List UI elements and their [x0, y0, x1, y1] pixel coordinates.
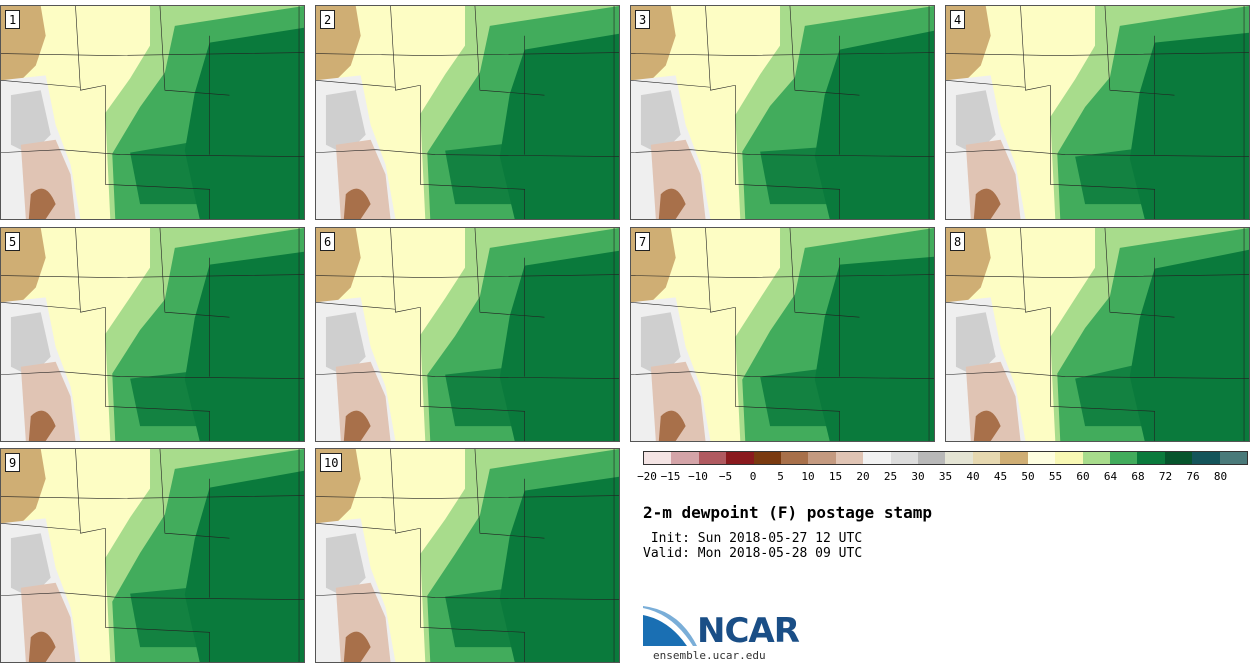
dewpoint-map [1, 6, 304, 219]
colorbar-tick-label: 50 [1021, 470, 1035, 483]
valid-time: Valid: Mon 2018-05-28 09 UTC [643, 546, 863, 561]
colorbar-swatch [1137, 452, 1165, 464]
map-panel-5: 5 [0, 227, 305, 442]
colorbar-swatch [1109, 452, 1138, 464]
colorbar-swatch [671, 452, 699, 464]
colorbar-tick-label: 25 [883, 470, 898, 483]
member-number-label: 4 [950, 10, 966, 29]
map-panel-9: 9 [0, 448, 305, 663]
dewpoint-map [1, 228, 304, 441]
dewpoint-map [946, 6, 1249, 219]
colorbar-swatch [1164, 452, 1193, 464]
footer-url[interactable]: ensemble.ucar.edu [653, 649, 766, 662]
map-panel-8: 8 [945, 227, 1250, 442]
dewpoint-map [316, 449, 619, 662]
colorbar-tick-label: 35 [938, 470, 953, 483]
init-time: Init: Sun 2018-05-27 12 UTC [643, 531, 863, 546]
colorbar-tick-label: 72 [1158, 470, 1173, 483]
colorbar-swatch [726, 452, 754, 464]
colorbar-tick-label: 45 [993, 470, 1008, 483]
colorbar-swatch [1055, 452, 1083, 464]
member-number-label: 10 [320, 453, 343, 472]
map-panel-10: 10 [315, 448, 620, 663]
colorbar-tick-label: −20 [637, 470, 657, 483]
colorbar-swatch [781, 452, 809, 464]
colorbar-swatch [863, 452, 891, 464]
member-number-label: 7 [635, 232, 651, 251]
dewpoint-map [631, 228, 934, 441]
colorbar-tick-label: 68 [1131, 470, 1145, 483]
colorbar-swatch [753, 452, 782, 464]
colorbar-swatch [918, 452, 946, 464]
dewpoint-map [631, 6, 934, 219]
colorbar-swatch [890, 452, 919, 464]
colorbar-swatch [698, 452, 727, 464]
colorbar-tick-label: 64 [1103, 470, 1118, 483]
dewpoint-map [946, 228, 1249, 441]
colorbar-tick-label: 76 [1186, 470, 1200, 483]
colorbar-ticks: −20 −15 −10 −5 0 5 10 15 20 25 30 35 40 45 50 55 60 64 68 7… [637, 470, 1248, 484]
colorbar-tick-label: 20 [856, 470, 870, 483]
colorbar-tick-label: 10 [801, 470, 815, 483]
map-panel-3: 3 [630, 5, 935, 220]
colorbar-swatch [945, 452, 973, 464]
colorbar-tick-label: 0 [749, 470, 757, 483]
member-number-label: 5 [5, 232, 21, 251]
colorbar-swatch [835, 452, 864, 464]
map-panel-4: 4 [945, 5, 1250, 220]
colorbar-swatch [1027, 452, 1056, 464]
colorbar-tick-label: 5 [777, 470, 784, 483]
colorbar-tick-label: 15 [828, 470, 843, 483]
colorbar-tick-label: −5 [718, 470, 733, 483]
member-number-label: 9 [5, 453, 21, 472]
colorbar-tick-label: 60 [1076, 470, 1090, 483]
colorbar-swatch [972, 452, 1001, 464]
member-number-label: 8 [950, 232, 966, 251]
colorbar-tick-label: 80 [1213, 470, 1228, 483]
dewpoint-map [316, 6, 619, 219]
colorbar-swatch [808, 452, 836, 464]
member-number-label: 2 [320, 10, 336, 29]
dewpoint-map [1, 449, 304, 662]
colorbar-swatch [1082, 452, 1110, 464]
colorbar-swatch [1192, 452, 1220, 464]
map-panel-7: 7 [630, 227, 935, 442]
map-panel-2: 2 [315, 5, 620, 220]
map-panel-6: 6 [315, 227, 620, 442]
colorbar-swatch [1000, 452, 1028, 464]
member-number-label: 6 [320, 232, 336, 251]
plot-title: 2-m dewpoint (F) postage stamp [643, 503, 932, 522]
dewpoint-map [316, 228, 619, 441]
colorbar-tick-label: 55 [1048, 470, 1063, 483]
ncar-logo-text: NCAR [697, 611, 800, 651]
colorbar-swatch [1219, 452, 1247, 464]
colorbar-tick-label: 30 [911, 470, 925, 483]
ncar-logo-icon [643, 606, 697, 646]
colorbar [643, 451, 1248, 465]
map-panel-1: 1 [0, 5, 305, 220]
colorbar-swatch [644, 452, 672, 464]
colorbar-tick-label: −15 [660, 470, 681, 483]
member-number-label: 1 [5, 10, 21, 29]
colorbar-tick-label: 40 [966, 470, 980, 483]
member-number-label: 3 [635, 10, 651, 29]
colorbar-tick-label: −10 [688, 470, 708, 483]
